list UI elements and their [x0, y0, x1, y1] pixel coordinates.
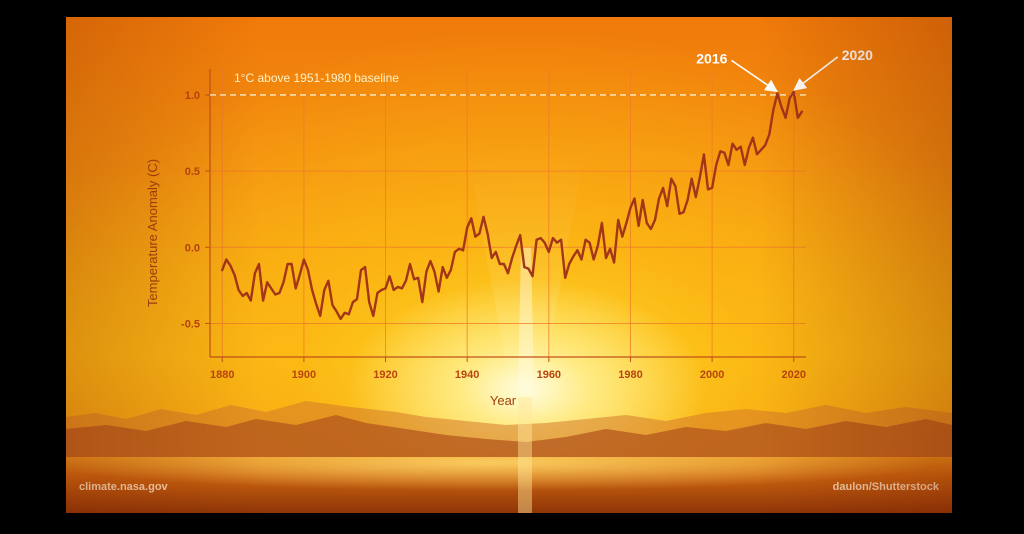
chart-image: -0.5 0.0 0.5 1.0 1880 1900 1920 1940 1960 1980 20…: [66, 17, 952, 513]
y-tick-label: -0.5: [181, 318, 200, 330]
y-tick-labels: -0.5 0.0 0.5 1.0: [181, 90, 210, 330]
x-tick-label: 2020: [782, 369, 806, 381]
baseline-label: 1°C above 1951-1980 baseline: [234, 71, 399, 85]
x-tick-label: 1920: [373, 369, 397, 381]
annotation-label-2016: 2016: [696, 50, 727, 66]
x-tick-label: 1980: [618, 369, 642, 381]
annotations: 2016 2020: [696, 47, 873, 93]
source-credit: climate.nasa.gov: [79, 481, 168, 493]
x-tick-label: 1940: [455, 369, 479, 381]
y-tick-label: 1.0: [185, 90, 200, 102]
sunset-mountains-background: [66, 147, 952, 513]
y-axis-title: Temperature Anomaly (C): [145, 159, 160, 307]
x-tick-labels: 1880 1900 1920 1940 1960 1980 2000 2020: [210, 357, 806, 381]
annotation-label-2020: 2020: [842, 47, 873, 63]
x-tick-label: 1900: [292, 369, 316, 381]
annotation-arrow-2016: [730, 59, 779, 93]
x-axis-title: Year: [490, 393, 517, 408]
x-tick-label: 2000: [700, 369, 724, 381]
y-tick-label: 0.0: [185, 242, 200, 254]
x-tick-label: 1880: [210, 369, 234, 381]
grid: [210, 69, 806, 357]
annotation-arrow-2020: [793, 56, 839, 91]
photo-credit: daulon/Shutterstock: [832, 481, 939, 493]
x-tick-label: 1960: [537, 369, 561, 381]
y-tick-label: 0.5: [185, 166, 200, 178]
temperature-anomaly-chart: -0.5 0.0 0.5 1.0 1880 1900 1920 1940 1960 1980 20…: [145, 47, 873, 408]
series-line: [221, 90, 804, 321]
axes: [209, 69, 806, 358]
